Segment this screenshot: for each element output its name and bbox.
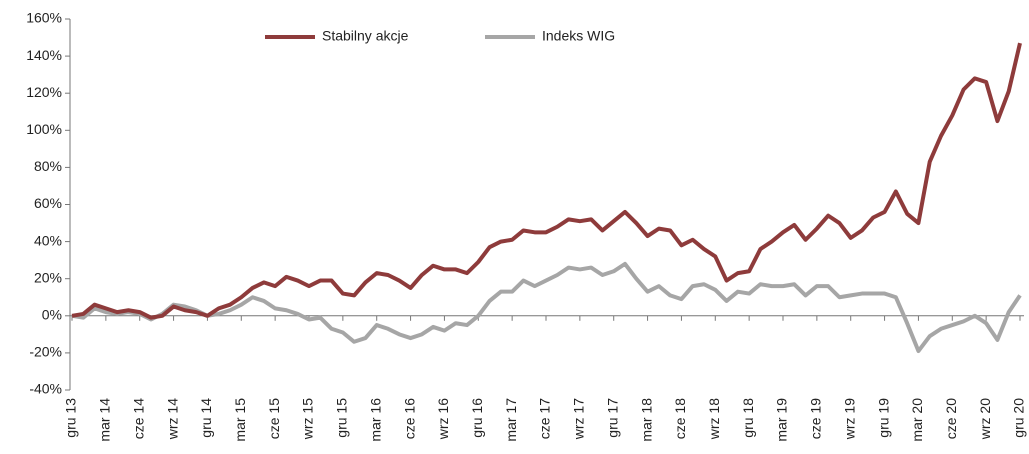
x-tick-label: mar 17 — [503, 398, 519, 442]
y-tick-label: -20% — [29, 344, 62, 360]
x-tick-label: mar 19 — [774, 398, 790, 442]
x-tick-label: mar 15 — [232, 398, 248, 442]
legend-label: Stabilny akcje — [322, 28, 409, 44]
x-tick-label: mar 14 — [97, 398, 113, 442]
x-tick-label: mar 16 — [367, 398, 383, 442]
x-tick-label: wrz 18 — [706, 398, 722, 440]
x-tick-label: wrz 16 — [435, 398, 451, 440]
x-tick-label: cze 18 — [672, 398, 688, 439]
x-tick-label: gru 19 — [875, 398, 891, 438]
legend-label: Indeks WIG — [542, 28, 615, 44]
x-tick-label: gru 14 — [198, 398, 214, 438]
y-tick-label: 80% — [34, 158, 62, 174]
x-tick-label: cze 19 — [808, 398, 824, 439]
x-tick-label: cze 14 — [130, 398, 146, 439]
x-tick-label: wrz 20 — [977, 398, 993, 440]
x-tick-label: gru 13 — [63, 398, 79, 438]
x-tick-label: wrz 15 — [300, 398, 316, 440]
y-tick-label: 100% — [26, 121, 62, 137]
y-tick-label: 120% — [26, 84, 62, 100]
x-tick-label: gru 20 — [1011, 398, 1027, 438]
y-tick-label: 20% — [34, 269, 62, 285]
y-tick-label: 0% — [42, 307, 62, 323]
x-tick-label: wrz 17 — [571, 398, 587, 440]
x-tick-label: gru 16 — [469, 398, 485, 438]
y-tick-label: 160% — [26, 10, 62, 26]
x-tick-label: gru 18 — [740, 398, 756, 438]
x-tick-label: mar 20 — [909, 398, 925, 442]
y-tick-label: -40% — [29, 381, 62, 397]
x-tick-label: cze 17 — [537, 398, 553, 439]
series-line — [71, 261, 1022, 354]
x-tick-label: cze 20 — [943, 398, 959, 439]
y-tick-label: 40% — [34, 232, 62, 248]
x-tick-label: gru 17 — [604, 398, 620, 438]
x-tick-label: gru 15 — [334, 398, 350, 438]
series-line — [71, 42, 1022, 320]
x-tick-label: cze 15 — [266, 398, 282, 439]
x-tick-label: mar 18 — [638, 398, 654, 442]
y-tick-label: 140% — [26, 47, 62, 63]
x-tick-label: cze 16 — [401, 398, 417, 439]
x-tick-label: wrz 14 — [164, 398, 180, 440]
y-tick-label: 60% — [34, 195, 62, 211]
x-tick-label: wrz 19 — [841, 398, 857, 440]
